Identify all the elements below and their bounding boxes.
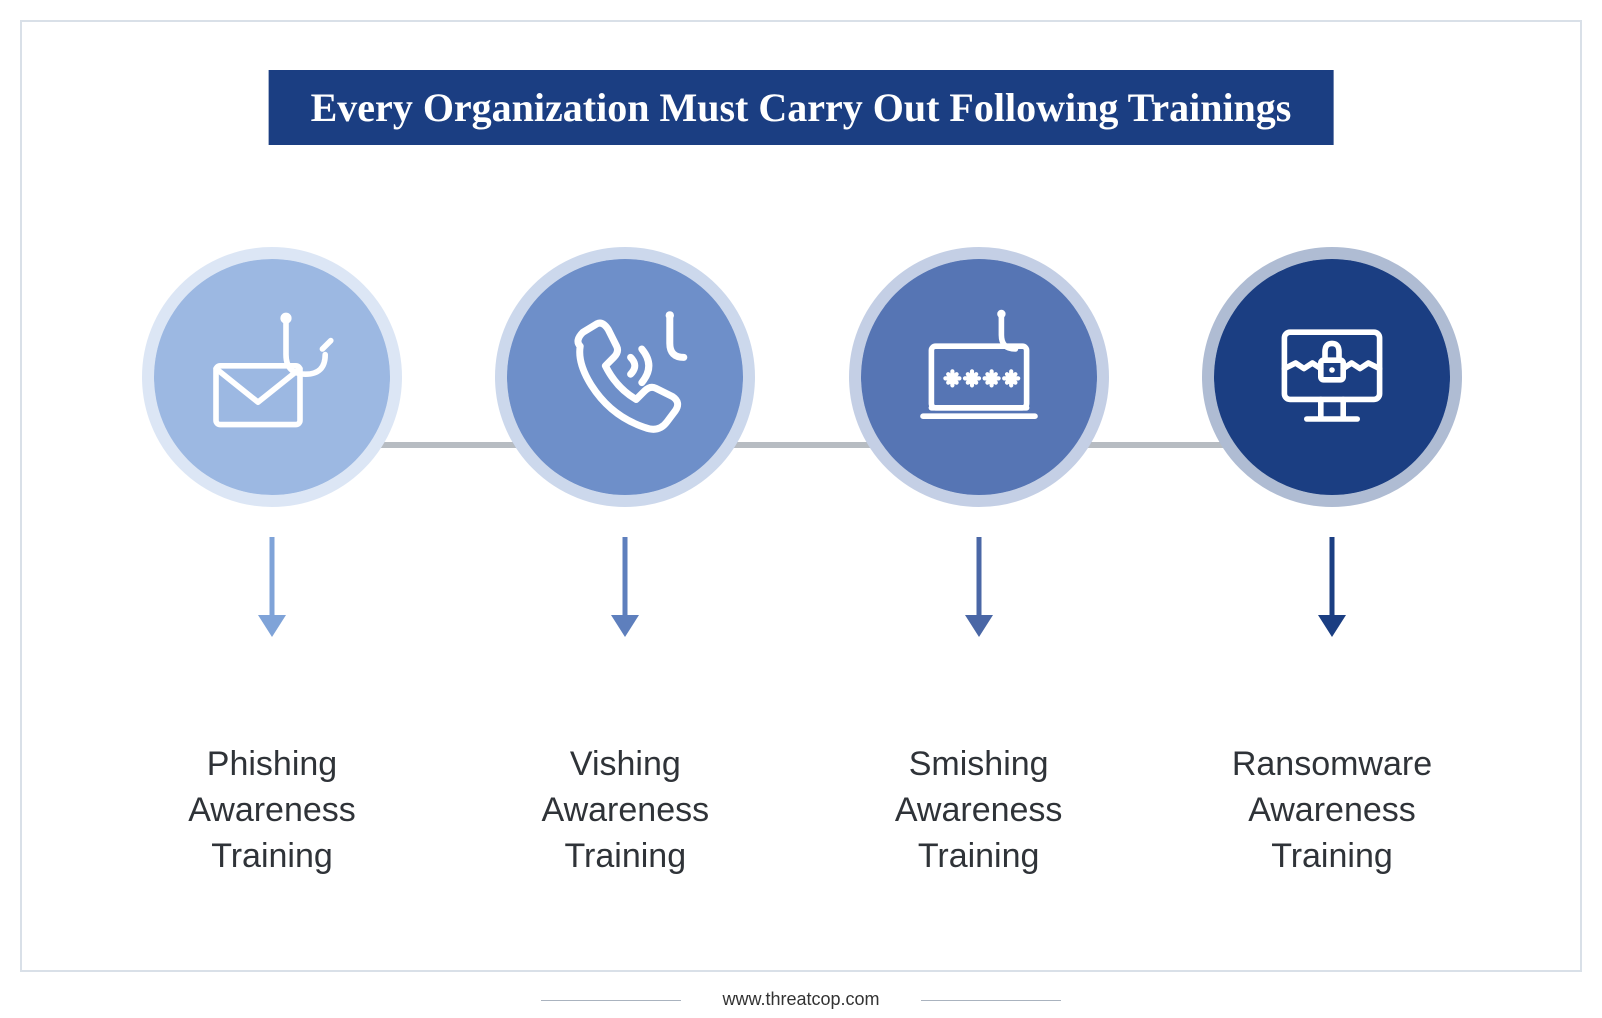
node-phishing: [142, 247, 402, 637]
label-line: Phishing: [207, 745, 337, 783]
timeline-row: [142, 302, 1462, 582]
node-vishing: [495, 247, 755, 637]
label-vishing: Vishing Awareness Training: [495, 742, 755, 922]
circle-phishing: [142, 247, 402, 507]
label-line: Vishing: [570, 745, 681, 783]
label-phishing: Phishing Awareness Training: [142, 742, 402, 922]
circle-vishing: [495, 247, 755, 507]
label-line: Training: [211, 837, 333, 875]
arrow-vishing: [615, 537, 635, 637]
label-line: Ransomware: [1232, 745, 1432, 783]
label-row: Phishing Awareness Training Vishing Awar…: [142, 742, 1462, 922]
circle-smishing: [849, 247, 1109, 507]
footer-text: www.threatcop.com: [722, 989, 879, 1010]
circle-ransomware: [1202, 247, 1462, 507]
label-line: Smishing: [909, 745, 1049, 783]
label-line: Awareness: [1248, 791, 1416, 829]
footer-deco-right: [921, 1000, 1061, 1001]
ring: [849, 247, 1109, 507]
arrow-smishing: [969, 537, 989, 637]
title-banner: Every Organization Must Carry Out Follow…: [269, 70, 1334, 145]
label-line: Awareness: [542, 791, 710, 829]
node-smishing: [849, 247, 1109, 637]
label-line: Training: [1271, 837, 1393, 875]
label-smishing: Smishing Awareness Training: [849, 742, 1109, 922]
label-ransomware: Ransomware Awareness Training: [1202, 742, 1462, 922]
infographic-frame: Every Organization Must Carry Out Follow…: [20, 20, 1582, 972]
footer-deco-left: [541, 1000, 681, 1001]
ring: [1202, 247, 1462, 507]
footer-url: www.threatcop.com: [722, 989, 879, 1009]
arrow-phishing: [262, 537, 282, 637]
label-line: Awareness: [895, 791, 1063, 829]
node-ransomware: [1202, 247, 1462, 637]
title-text: Every Organization Must Carry Out Follow…: [311, 85, 1292, 130]
label-line: Training: [565, 837, 687, 875]
arrow-ransomware: [1322, 537, 1342, 637]
label-line: Training: [918, 837, 1040, 875]
ring: [495, 247, 755, 507]
label-line: Awareness: [188, 791, 356, 829]
ring: [142, 247, 402, 507]
